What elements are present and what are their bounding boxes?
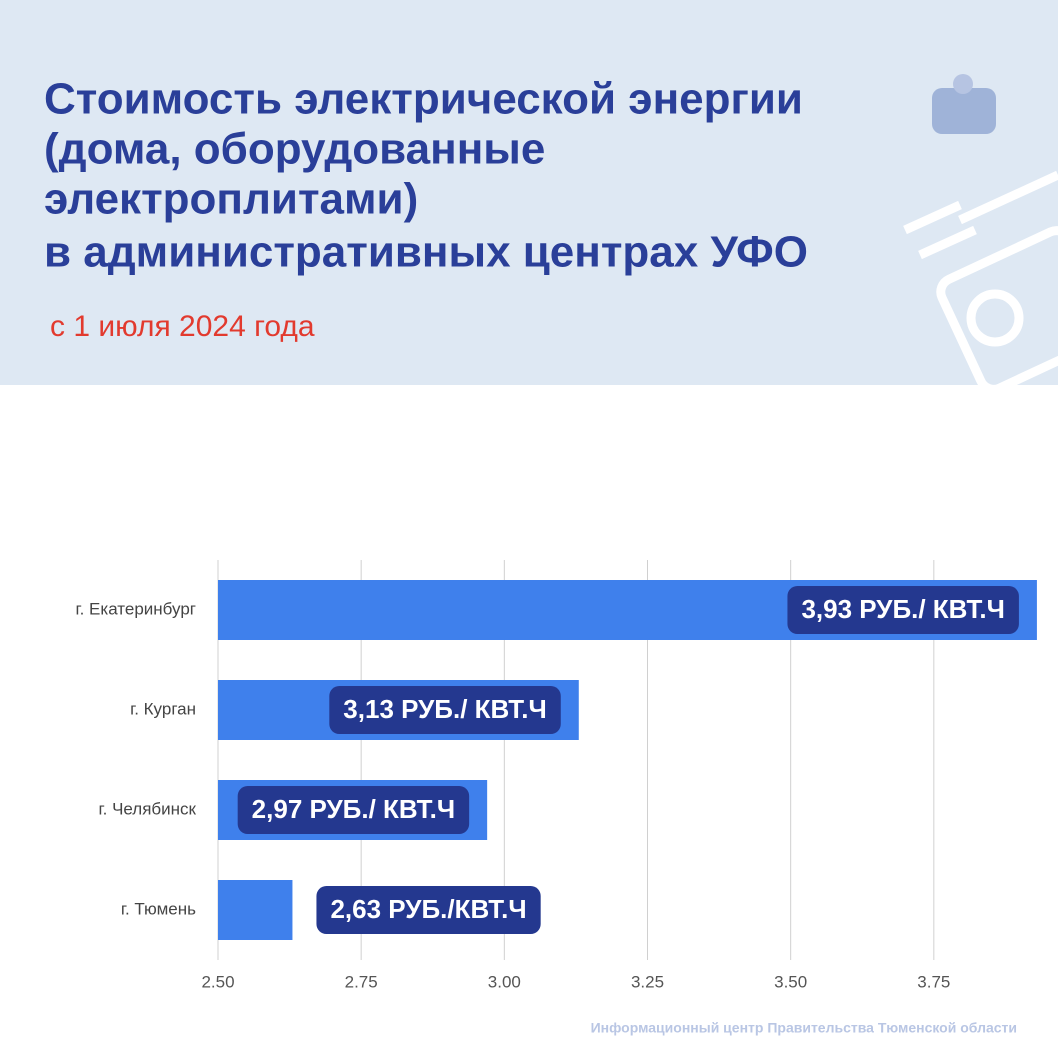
value-label-group: 3,93 РУБ./ КВТ.Ч <box>787 586 1019 634</box>
x-tick-label: 3.00 <box>488 972 521 991</box>
subtitle: с 1 июля 2024 года <box>50 310 315 343</box>
x-tick-label: 3.50 <box>774 972 807 991</box>
value-label-background <box>237 786 470 834</box>
source: Информационный центр Правительства Тюмен… <box>591 1020 1017 1036</box>
value-label-background <box>329 686 561 734</box>
value-label: 2,97 РУБ./ КВТ.Ч <box>252 794 455 824</box>
x-tick-label: 3.75 <box>917 972 950 991</box>
x-tick-label: 2.50 <box>201 972 234 991</box>
y-tick-label: г. Курган <box>130 699 196 718</box>
title-line: Стоимость электрической энергии <box>44 75 803 124</box>
x-tick-label: 2.75 <box>345 972 378 991</box>
header-background <box>0 0 1058 385</box>
value-label-background <box>316 886 541 934</box>
y-tick-label: г. Екатеринбург <box>75 599 196 618</box>
y-tick-label: г. Тюмень <box>121 899 196 918</box>
title-line: (дома, оборудованные <box>44 125 545 174</box>
value-label-background <box>787 586 1019 634</box>
value-label: 3,93 РУБ./ КВТ.Ч <box>801 594 1004 624</box>
value-label: 3,13 РУБ./ КВТ.Ч <box>343 694 546 724</box>
value-label-group: 2,97 РУБ./ КВТ.Ч <box>237 786 470 834</box>
title-line: электроплитами) <box>44 175 418 224</box>
value-label-group: 3,13 РУБ./ КВТ.Ч <box>329 686 561 734</box>
value-label-group: 2,63 РУБ./КВТ.Ч <box>316 886 541 934</box>
title-line: в административных центрах УФО <box>44 228 808 277</box>
bar <box>218 880 293 940</box>
coat-of-arms <box>932 74 996 134</box>
plug-icon <box>903 170 1058 394</box>
x-tick-label: 3.25 <box>631 972 664 991</box>
value-label: 2,63 РУБ./КВТ.Ч <box>330 894 526 924</box>
y-tick-label: г. Челябинск <box>99 799 197 818</box>
